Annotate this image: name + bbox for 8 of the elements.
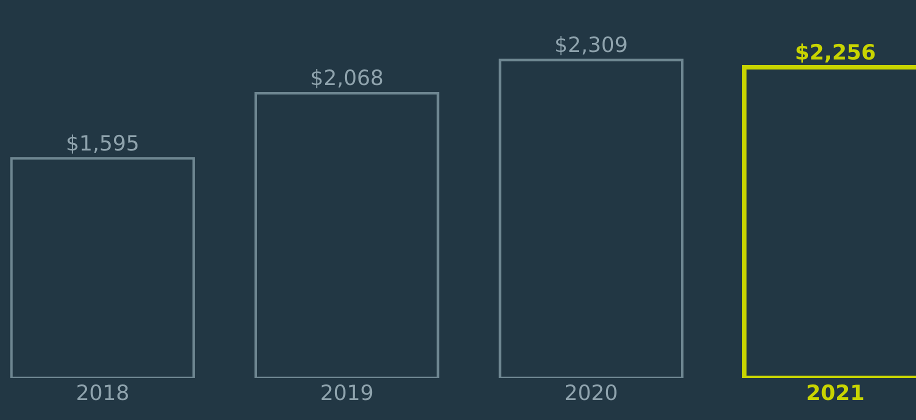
data-label: $2,309 <box>554 33 628 57</box>
x-tick-label: 2021 <box>806 381 865 405</box>
data-label: $1,595 <box>66 131 140 156</box>
data-label: $2,256 <box>794 40 876 64</box>
x-tick-label: 2020 <box>564 381 618 405</box>
x-tick-label: 2019 <box>320 381 374 405</box>
data-label: $2,068 <box>310 66 384 90</box>
x-tick-label: 2018 <box>76 381 130 405</box>
